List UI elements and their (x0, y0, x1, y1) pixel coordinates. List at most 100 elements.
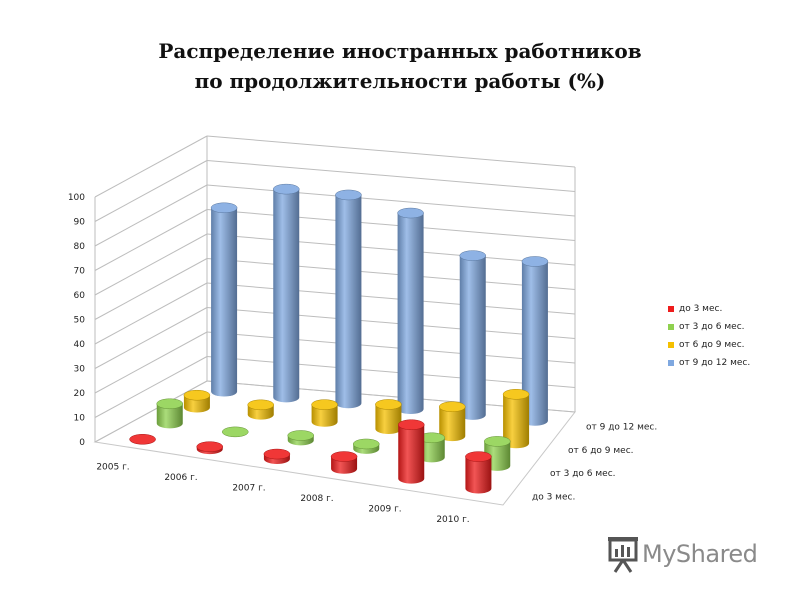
cylinder-top (156, 398, 183, 410)
x-tick-label: 2009 г. (368, 504, 401, 514)
cylinder-bar (335, 189, 362, 409)
cylinder-body (335, 194, 362, 409)
y-tick-label: 100 (68, 193, 85, 203)
cylinder-top (273, 183, 300, 195)
y-tick-label: 40 (74, 340, 86, 350)
gridline-back-wall (206, 282, 576, 315)
cylinder-bar (465, 451, 492, 494)
gridline-back-wall (206, 209, 576, 241)
y-tick-label: 60 (74, 291, 86, 301)
legend-label: от 9 до 12 мес. (679, 358, 751, 368)
cylinder-bar (129, 434, 156, 445)
y-tick-label: 50 (74, 316, 86, 326)
cylinder-top (439, 401, 466, 412)
cylinder-top (397, 207, 424, 219)
gridline-left-wall (94, 160, 208, 222)
cylinder-bar (459, 250, 486, 420)
cylinder-top (196, 441, 223, 452)
gridline-left-wall (94, 209, 208, 271)
chart-title-line-1: Распределение иностранных работников (158, 39, 642, 63)
cylinder-bar (156, 398, 183, 429)
cylinders (129, 183, 549, 494)
cylinder-top (521, 256, 549, 267)
cylinder-bar (521, 256, 549, 426)
gridline-left-wall (94, 233, 208, 296)
legend-label: от 6 до 9 мес. (679, 340, 745, 350)
gridline-left-wall (94, 282, 208, 345)
cylinder-bar (287, 430, 314, 446)
cylinder-top (222, 426, 249, 438)
cylinder-top (129, 434, 156, 445)
cylinder-body (503, 394, 530, 449)
y-tick-label: 70 (74, 267, 86, 277)
cylinder-top (287, 430, 314, 441)
cylinder-top (335, 189, 362, 201)
cylinder-bar (196, 441, 223, 455)
gridline-back-wall (206, 135, 576, 168)
cylinder-body (459, 255, 486, 420)
presentation-board-icon (608, 537, 638, 573)
cylinder-top (247, 399, 274, 411)
cylinder-top (459, 250, 486, 261)
cylinder-body (521, 261, 548, 426)
y-tick-label: 0 (79, 438, 85, 448)
watermark-text: MyShared (642, 540, 758, 568)
cylinder-body (465, 456, 492, 494)
cylinder-top (465, 451, 492, 462)
x-tick-label: 2010 г. (436, 515, 469, 525)
legend-swatch (668, 360, 674, 366)
cylinder-body (156, 403, 183, 429)
z-tick-label: от 9 до 12 мес. (586, 423, 657, 433)
cylinder-body (397, 213, 424, 415)
legend-item: от 3 до 6 мес. (668, 318, 750, 336)
cylinder-top (311, 399, 338, 410)
cylinder-bar (398, 419, 425, 484)
cylinder-body (311, 404, 338, 427)
legend-swatch (668, 342, 674, 348)
cylinder-bar (375, 399, 402, 434)
y-tick-label: 20 (74, 389, 86, 399)
legend-label: от 3 до 6 мес. (679, 322, 745, 332)
legend: до 3 мес. от 3 до 6 мес. от 6 до 9 мес. … (668, 300, 750, 372)
gridline-left-wall (94, 258, 208, 320)
cylinder-top (484, 436, 511, 447)
cylinder-body (398, 424, 425, 484)
cylinder-body (418, 437, 445, 463)
cylinder-body (375, 404, 402, 434)
gridline-left-wall (94, 331, 208, 394)
gridline-left-wall (94, 380, 208, 443)
y-tick-label: 80 (74, 242, 86, 252)
cylinder-bar (263, 448, 291, 464)
cylinder-body (211, 207, 238, 397)
legend-swatch (668, 324, 674, 330)
cylinder-top (353, 438, 380, 450)
gridline-back-wall (206, 233, 576, 266)
cylinder-bar (247, 399, 274, 420)
cylinder-bar (439, 401, 466, 442)
y-tick-label: 10 (74, 414, 86, 424)
cylinder-bar (222, 426, 249, 438)
cylinder-body (273, 189, 300, 403)
gridline-back-wall (206, 258, 576, 290)
cylinder-bar (183, 389, 211, 413)
legend-label: до 3 мес. (679, 304, 723, 314)
cylinder-bar (397, 207, 424, 415)
z-tick-label: от 6 до 9 мес. (568, 446, 634, 456)
legend-item: от 9 до 12 мес. (668, 354, 750, 372)
x-tick-label: 2008 г. (300, 494, 333, 504)
gridline-back-wall (206, 331, 576, 364)
legend-item: от 6 до 9 мес. (668, 336, 750, 354)
cylinder-top (183, 389, 211, 401)
gridline-back-wall (206, 356, 576, 388)
cylinder-bar (353, 438, 380, 454)
cylinder-top (375, 399, 402, 410)
gridline-left-wall (94, 307, 208, 369)
legend-item: до 3 мес. (668, 300, 750, 318)
gridline-back-wall (206, 160, 576, 192)
watermark-logo: MyShared (606, 534, 758, 574)
chart-title: Распределение иностранных работников по … (0, 36, 800, 96)
gridline-back-wall (206, 184, 576, 217)
x-tick-label: 2006 г. (164, 473, 197, 483)
gridline-left-wall (94, 135, 208, 198)
